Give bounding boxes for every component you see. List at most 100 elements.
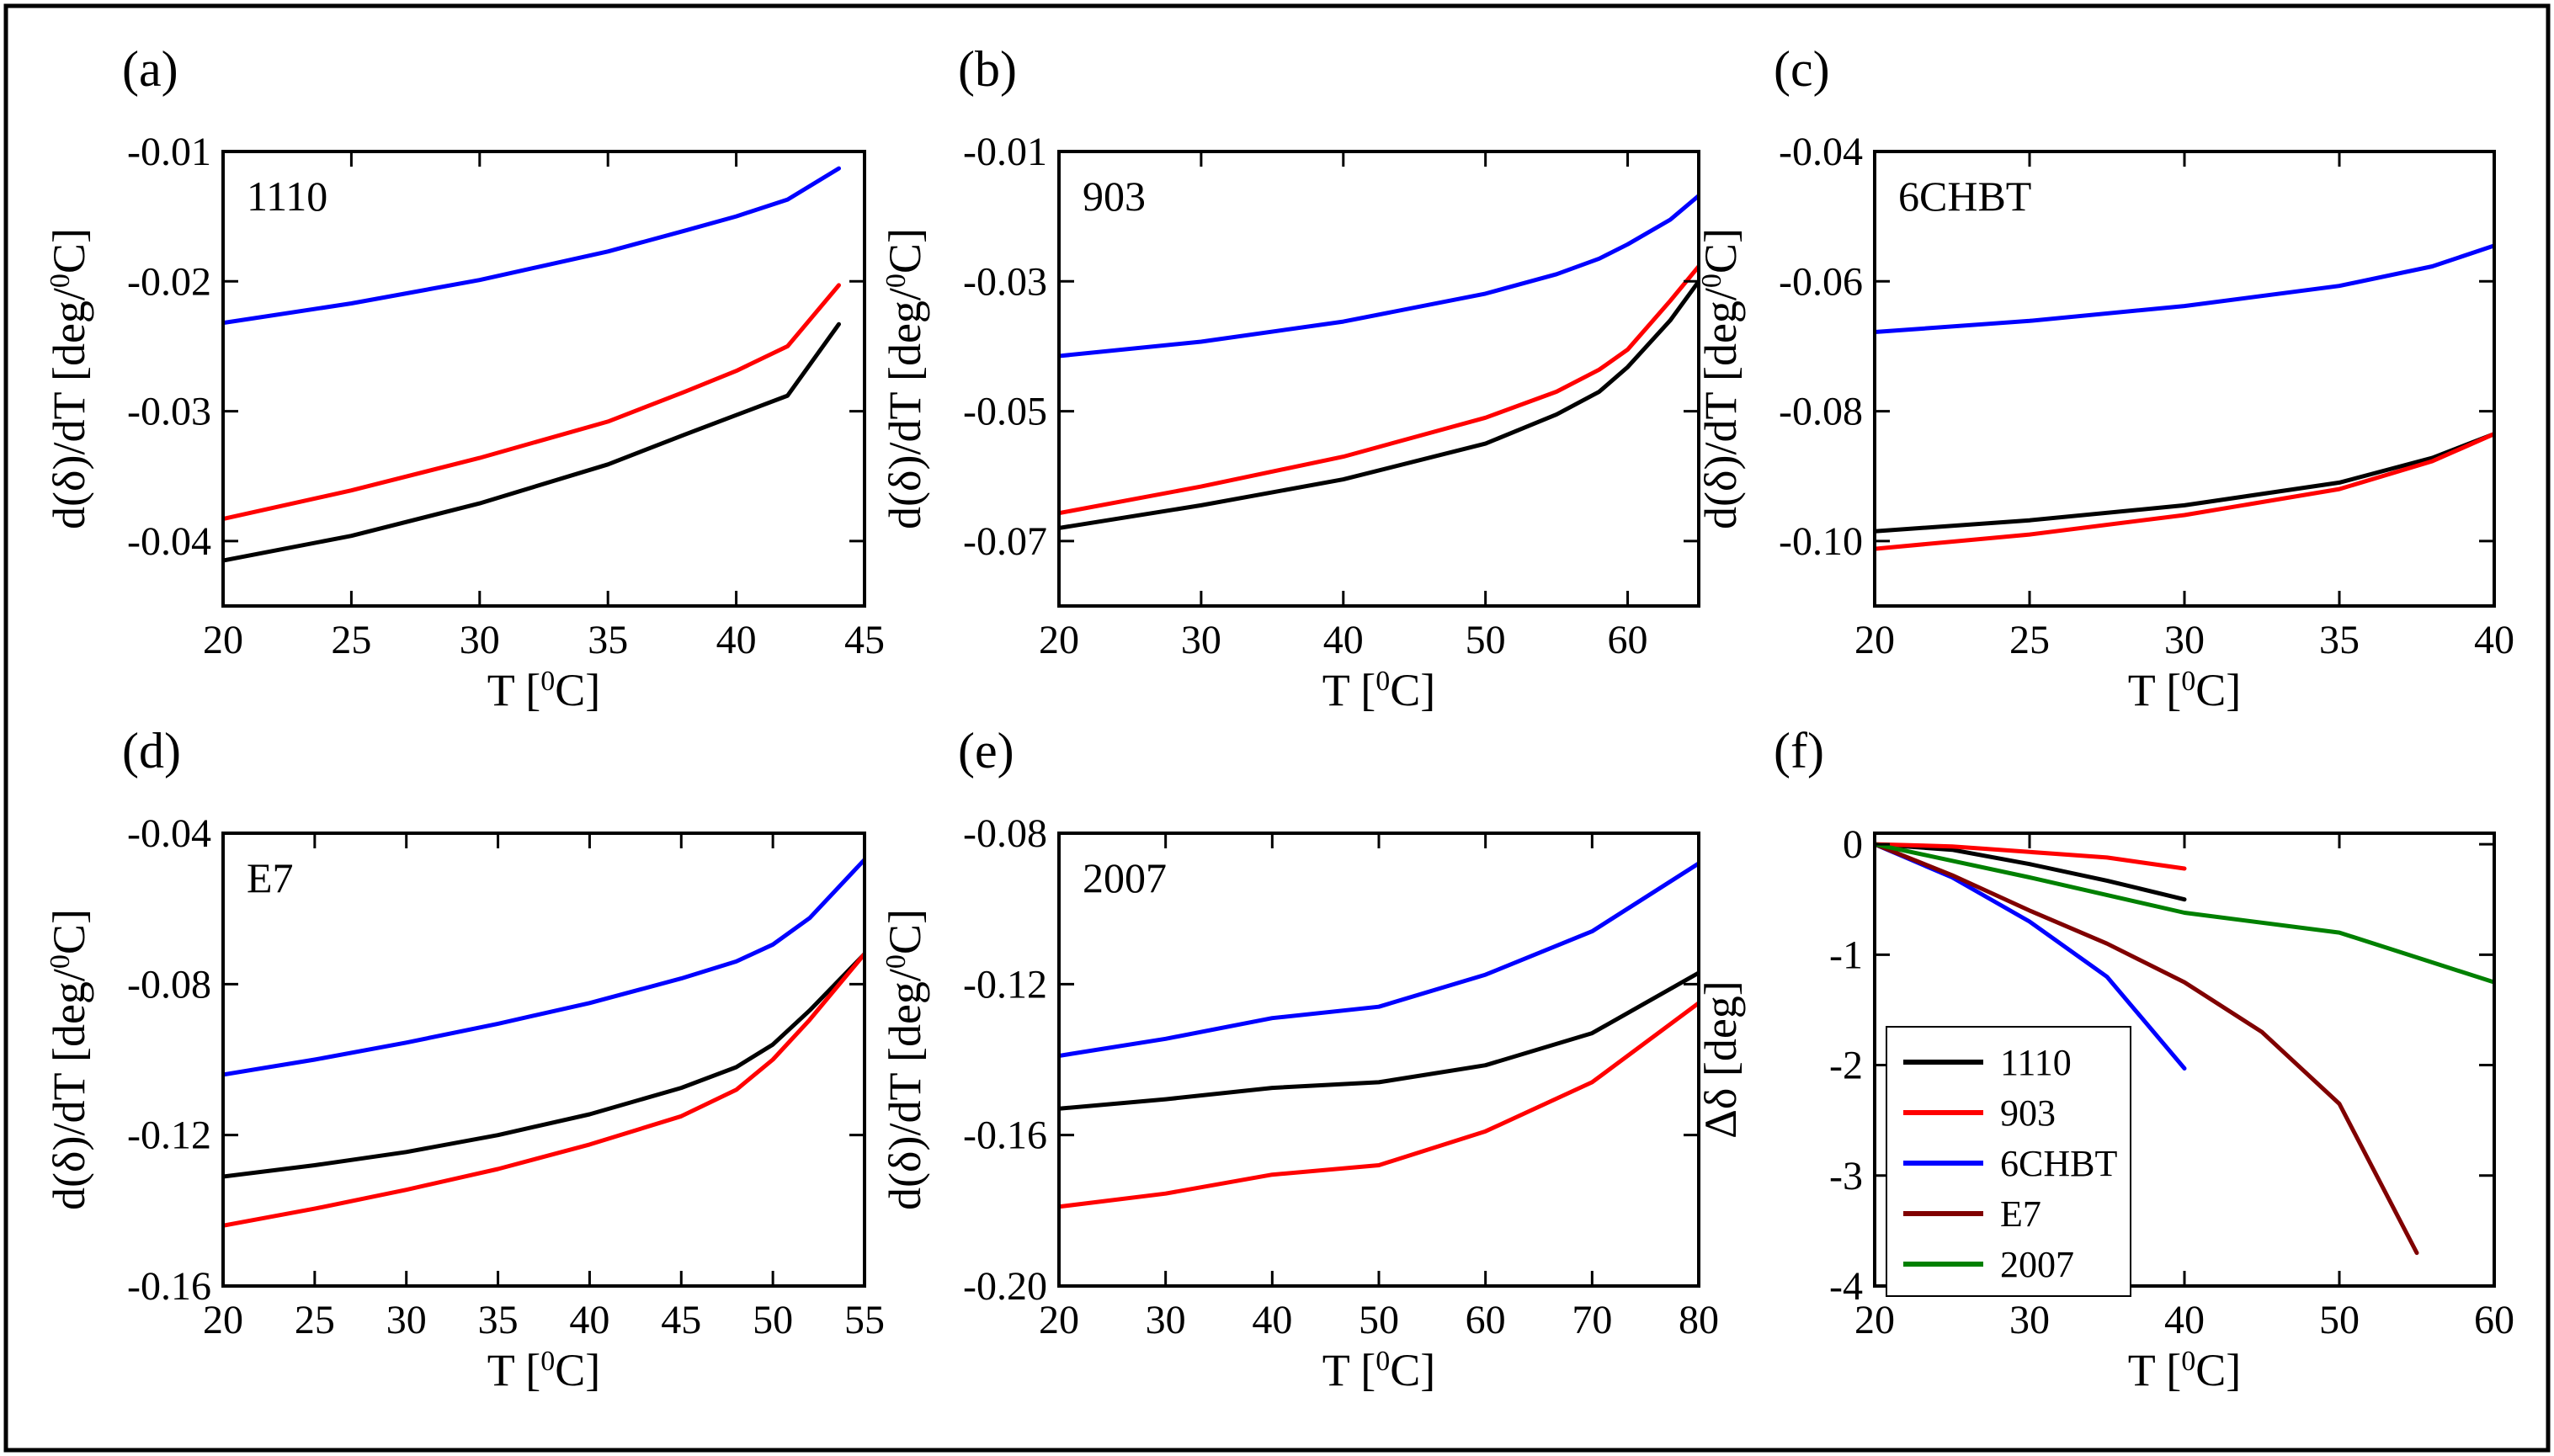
y-axis-label: d(δ)/dT [deg/0C] xyxy=(880,228,930,529)
series-line-blue xyxy=(1059,194,1699,359)
x-tick-label: 40 xyxy=(569,1298,609,1342)
plot-frame xyxy=(221,150,866,608)
panel-tag: (a) xyxy=(122,41,178,97)
series-line-red xyxy=(223,283,841,522)
y-tick-label: -0.16 xyxy=(963,1113,1047,1158)
series-line-red xyxy=(223,952,865,1228)
y-tick-label: -0.08 xyxy=(963,811,1047,856)
x-tick-label: 30 xyxy=(386,1298,427,1342)
legend: 1110 903 6CHBT E7 2007 xyxy=(1886,1026,2131,1297)
x-tick-label: 40 xyxy=(716,618,757,662)
series-line-black xyxy=(1059,279,1699,530)
series-line-black xyxy=(223,321,841,563)
x-tick-label: 50 xyxy=(1466,618,1506,662)
panel-tag: (e) xyxy=(958,723,1014,778)
chart-panel-d: 20 25 30 35 40 45 50 55 -0.04 -0.08 -0.12 -0.16 T [0… xyxy=(44,723,885,1395)
y-tick-label: -0.01 xyxy=(963,130,1047,174)
series-line-black xyxy=(1875,432,2494,534)
chart-panel-a: 20 25 30 35 40 45 -0.01 -0.02 -0.03 -0.04 T [0C] d(… xyxy=(44,41,885,715)
y-axis-label: d(δ)/dT [deg/0C] xyxy=(1695,228,1746,529)
series-line-2007 xyxy=(1875,842,2494,985)
panel-tag: (d) xyxy=(122,723,181,778)
x-tick-label: 40 xyxy=(1323,618,1364,662)
plot-frame xyxy=(1057,150,1700,608)
x-tick-label: 45 xyxy=(844,618,885,662)
x-axis-label: T [0C] xyxy=(1322,665,1436,715)
y-tick-label: -0.08 xyxy=(127,962,211,1007)
y-tick-label: -0.10 xyxy=(1779,519,1863,564)
x-tick-label: 60 xyxy=(1608,618,1648,662)
series-line-blue xyxy=(1875,243,2494,334)
series-line-blue xyxy=(1059,861,1699,1058)
series-line-blue xyxy=(223,166,841,326)
x-axis-label: T [0C] xyxy=(2128,665,2242,715)
y-tick-label: -0.04 xyxy=(1779,130,1863,174)
x-tick-label: 20 xyxy=(1039,1298,1079,1342)
x-axis-label: T [0C] xyxy=(1322,1345,1436,1395)
series-line-red xyxy=(1059,1001,1699,1209)
plot-frame xyxy=(221,832,866,1288)
panel-tag: (f) xyxy=(1774,723,1824,778)
y-tick-label: -0.07 xyxy=(963,519,1047,564)
x-tick-label: 60 xyxy=(1466,1298,1506,1342)
y-tick-label: -0.04 xyxy=(127,519,211,564)
x-axis-label: T [0C] xyxy=(2128,1345,2242,1395)
legend-entry: 903 xyxy=(2000,1092,2056,1134)
x-tick-label: 55 xyxy=(844,1298,885,1342)
x-tick-label: 20 xyxy=(1039,618,1079,662)
series-line-e7 xyxy=(1875,842,2419,1256)
x-tick-label: 30 xyxy=(2164,618,2205,662)
panel-tag: (c) xyxy=(1774,41,1830,97)
x-tick-label: 40 xyxy=(2474,618,2514,662)
x-tick-label: 30 xyxy=(1181,618,1221,662)
x-tick-label: 35 xyxy=(588,618,628,662)
y-tick-label: -3 xyxy=(1829,1154,1863,1198)
panel-tag: (b) xyxy=(958,41,1017,97)
panel-sample-label: 1110 xyxy=(247,173,327,220)
y-tick-label: 0 xyxy=(1843,822,1863,867)
series-line-black xyxy=(223,952,865,1179)
y-axis-label: d(δ)/dT [deg/0C] xyxy=(880,909,930,1210)
y-axis-label: Δδ [deg] xyxy=(1695,980,1746,1139)
y-tick-label: -0.02 xyxy=(127,259,211,304)
y-axis-label: d(δ)/dT [deg/0C] xyxy=(44,228,94,529)
panel-sample-label: 6CHBT xyxy=(1898,173,2031,220)
series-line-903 xyxy=(1875,842,2187,871)
panel-sample-label: E7 xyxy=(247,854,294,901)
x-tick-label: 60 xyxy=(2474,1298,2514,1342)
y-tick-label: -0.04 xyxy=(127,811,211,856)
x-tick-label: 40 xyxy=(2164,1298,2205,1342)
x-tick-label: 45 xyxy=(661,1298,701,1342)
chart-panel-b: 20 30 40 50 60 -0.01 -0.03 -0.05 -0.07 T [0C] d(δ)… xyxy=(880,41,1700,715)
y-tick-label: -0.12 xyxy=(127,1113,211,1158)
x-tick-label: 20 xyxy=(1854,1298,1895,1342)
x-tick-label: 40 xyxy=(1252,1298,1292,1342)
x-tick-label: 50 xyxy=(1359,1298,1399,1342)
legend-entry: 1110 xyxy=(2000,1042,2072,1083)
x-tick-label: 30 xyxy=(2009,1298,2050,1342)
chart-panel-c: 20 25 30 35 40 -0.04 -0.06 -0.08 -0.10 T [0C] d(δ)… xyxy=(1695,41,2514,715)
y-tick-label: -0.05 xyxy=(963,390,1047,434)
x-tick-label: 20 xyxy=(203,1298,243,1342)
x-tick-label: 20 xyxy=(203,618,243,662)
x-tick-label: 25 xyxy=(2009,618,2050,662)
x-axis-label: T [0C] xyxy=(487,665,601,715)
y-tick-label: -1 xyxy=(1829,933,1863,977)
y-tick-label: -0.01 xyxy=(127,130,211,174)
x-tick-label: 30 xyxy=(460,618,500,662)
series-line-red xyxy=(1875,432,2494,551)
y-tick-label: -0.08 xyxy=(1779,390,1863,434)
x-tick-label: 20 xyxy=(1854,618,1895,662)
chart-panel-f: 20 30 40 50 60 0 -1 -2 -3 -4 T [0C] Δδ [deg] (f) 1110… xyxy=(1695,723,2514,1395)
y-tick-label: -0.06 xyxy=(1779,259,1863,304)
series-line-blue xyxy=(223,857,865,1077)
panel-sample-label: 2007 xyxy=(1083,854,1167,901)
legend-entry: 2007 xyxy=(2000,1244,2074,1285)
x-tick-label: 50 xyxy=(2319,1298,2360,1342)
y-axis-label: d(δ)/dT [deg/0C] xyxy=(44,909,94,1210)
y-tick-label: -4 xyxy=(1829,1264,1863,1309)
series-line-black xyxy=(1059,970,1699,1111)
series-line-1110 xyxy=(1875,842,2187,902)
chart-panel-e: 20 30 40 50 60 70 80 -0.08 -0.12 -0.16 -0.20 T [0C]… xyxy=(880,723,1719,1395)
